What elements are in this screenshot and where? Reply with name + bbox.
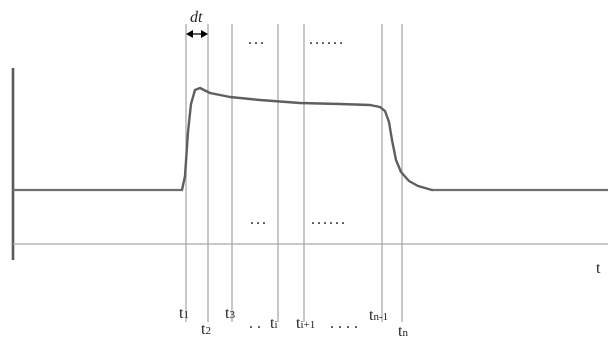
tick-label-ti-plus-1: ti+1 <box>296 315 315 332</box>
tick-label-dots-2: . . . . <box>330 315 358 332</box>
pulse-waveform <box>180 86 434 192</box>
tick-label-t1: t1 <box>179 305 189 322</box>
dt-label: dt <box>190 9 203 26</box>
ellipsis-bottom-short: ... <box>250 211 268 228</box>
tick-label-dots-1: . . <box>249 315 261 332</box>
time-axis-label: t <box>596 260 601 277</box>
ellipsis-top-long: ...... <box>309 31 345 48</box>
tick-label-tn: tn <box>398 323 408 340</box>
tick-label-tn-minus-1: tn-1 <box>369 307 388 324</box>
tick-label-t3: t3 <box>225 305 235 322</box>
ellipsis-top-short: ... <box>248 31 266 48</box>
dt-arrowhead-left <box>186 30 193 38</box>
ellipsis-bottom-long: ...... <box>311 211 347 228</box>
dt-arrowhead-right <box>201 30 208 38</box>
tick-label-t2: t2 <box>201 321 211 338</box>
tick-label-ti: ti <box>270 315 278 332</box>
